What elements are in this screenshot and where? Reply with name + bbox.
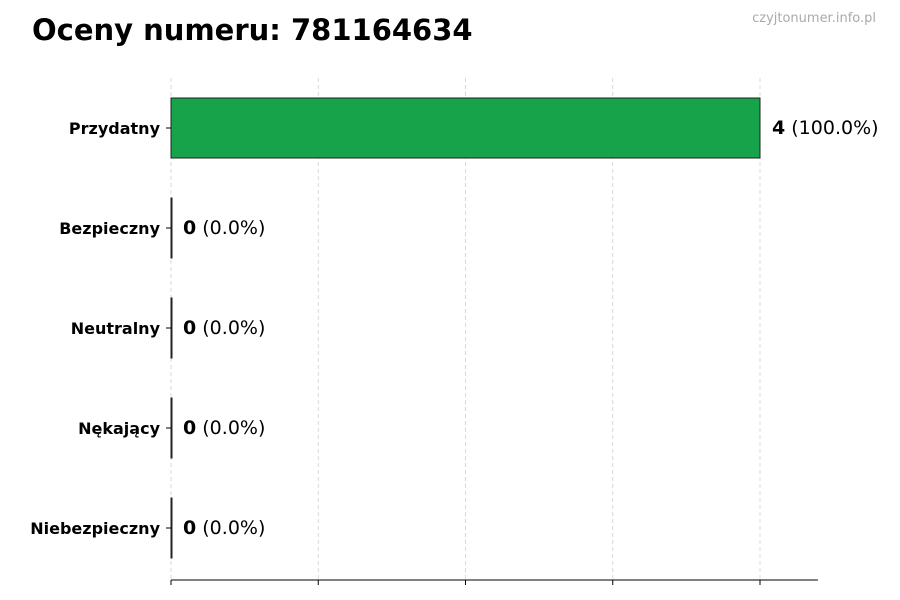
data-label-count: 0 <box>183 517 196 539</box>
category-label: Niebezpieczny <box>30 519 160 538</box>
category-label: Neutralny <box>71 319 161 338</box>
category-label: Bezpieczny <box>59 219 160 238</box>
data-label: 0 (0.0%) <box>183 217 265 239</box>
data-label-percent: (100.0%) <box>785 117 878 139</box>
category-label: Nękający <box>78 419 160 438</box>
data-label-percent: (0.0%) <box>196 317 265 339</box>
chart-title: Oceny numeru: 781164634 <box>32 13 473 47</box>
data-label-count: 0 <box>183 417 196 439</box>
data-label-percent: (0.0%) <box>196 417 265 439</box>
data-label: 0 (0.0%) <box>183 517 265 539</box>
bar-przydatny <box>170 97 761 159</box>
category-label: Przydatny <box>69 119 161 138</box>
bar-bezpieczny <box>170 197 173 259</box>
data-label-count: 0 <box>183 317 196 339</box>
data-label: 0 (0.0%) <box>183 317 265 339</box>
data-label: 0 (0.0%) <box>183 417 265 439</box>
data-label: 4 (100.0%) <box>772 117 879 139</box>
data-label-count: 0 <box>183 217 196 239</box>
bar-niebezpieczny <box>170 497 173 559</box>
data-label-percent: (0.0%) <box>196 217 265 239</box>
watermark: czyjtonumer.info.pl <box>752 11 876 26</box>
bar-nękający <box>170 397 173 459</box>
bar-neutralny <box>170 297 173 359</box>
data-label-percent: (0.0%) <box>196 517 265 539</box>
data-label-count: 4 <box>772 117 785 139</box>
